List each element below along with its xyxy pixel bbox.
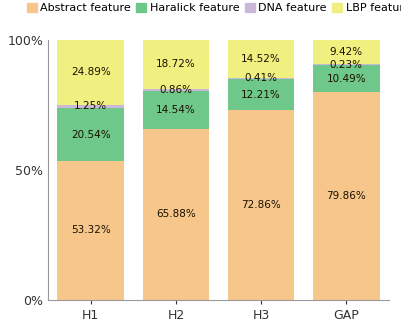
Text: 18.72%: 18.72%	[156, 59, 196, 69]
Bar	[228, 78, 294, 79]
Text: 0.23%: 0.23%	[330, 60, 363, 70]
Text: 14.54%: 14.54%	[156, 105, 196, 115]
Bar	[313, 92, 380, 300]
Text: 65.88%: 65.88%	[156, 209, 196, 219]
Bar	[143, 89, 209, 91]
Text: 1.25%: 1.25%	[74, 101, 107, 111]
Bar	[228, 79, 294, 111]
Bar	[57, 108, 124, 161]
Text: 72.86%: 72.86%	[241, 200, 281, 210]
Bar	[313, 64, 380, 65]
Bar	[57, 40, 124, 105]
Bar	[57, 161, 124, 300]
Text: 9.42%: 9.42%	[330, 47, 363, 57]
Text: 0.41%: 0.41%	[245, 73, 277, 83]
Text: 53.32%: 53.32%	[71, 225, 111, 235]
Text: 12.21%: 12.21%	[241, 90, 281, 100]
Text: 79.86%: 79.86%	[326, 191, 366, 201]
Text: 24.89%: 24.89%	[71, 67, 111, 77]
Bar	[313, 65, 380, 92]
Bar	[143, 129, 209, 300]
Bar	[143, 40, 209, 89]
Bar	[57, 105, 124, 108]
Legend: Abstract feature, Haralick feature, DNA feature, LBP feature: Abstract feature, Haralick feature, DNA …	[22, 0, 401, 18]
Text: 10.49%: 10.49%	[326, 74, 366, 84]
Text: 0.86%: 0.86%	[160, 85, 192, 95]
Bar	[143, 91, 209, 129]
Bar	[313, 40, 380, 64]
Bar	[228, 111, 294, 300]
Text: 14.52%: 14.52%	[241, 54, 281, 64]
Text: 20.54%: 20.54%	[71, 130, 111, 140]
Bar	[228, 40, 294, 78]
